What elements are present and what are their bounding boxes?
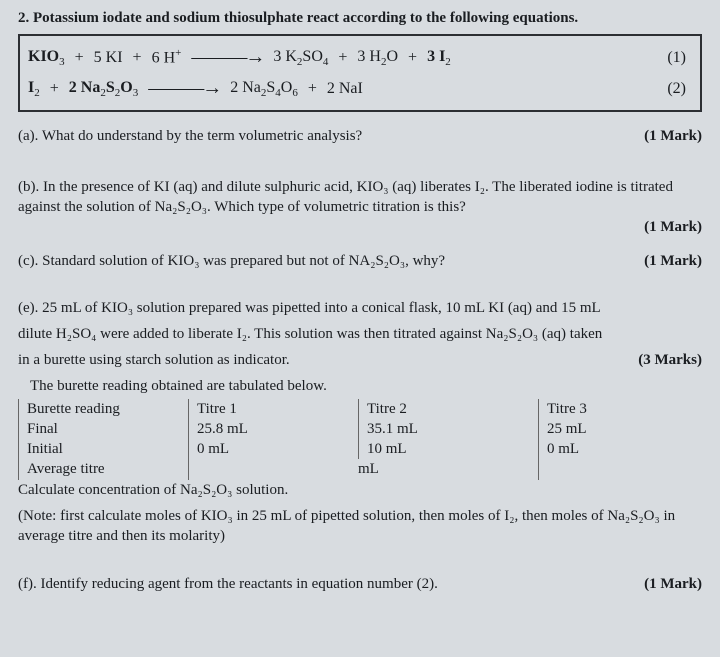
- marks-e: (3 Marks): [638, 350, 702, 370]
- equation-2: I2 + 2 Na2S2O3 ———→ 2 Na2S4O6 + 2 NaI (2…: [28, 75, 692, 102]
- equations-box: KIO3 + 5 KI + 6 H+ ———→ 3 K2SO4 + 3 H2O …: [18, 34, 702, 112]
- marks-a: (1 Mark): [644, 126, 702, 146]
- question-title: 2. Potassium iodate and sodium thiosulph…: [18, 8, 702, 28]
- calculation-note: (Note: first calculate moles of KIO₃ in …: [18, 506, 702, 547]
- marks-c: (1 Mark): [644, 251, 702, 271]
- table-row: Final 25.8 mL 35.1 mL 25 mL: [18, 419, 702, 439]
- table-row: Burette reading Titre 1 Titre 2 Titre 3: [18, 399, 702, 419]
- calculation-request: Calculate concentration of Na₂S₂O₃ solut…: [18, 480, 702, 500]
- part-c: (c). Standard solution of KIO₃ was prepa…: [18, 251, 702, 271]
- part-f: (f). Identify reducing agent from the re…: [18, 574, 702, 594]
- equation-1: KIO3 + 5 KI + 6 H+ ———→ 3 K2SO4 + 3 H2O …: [28, 44, 692, 71]
- part-a: (a). What do understand by the term volu…: [18, 126, 702, 146]
- part-e: (e). 25 mL of KIO₃ solution prepared was…: [18, 298, 702, 371]
- table-row: Initial 0 mL 10 mL 0 mL: [18, 439, 702, 459]
- marks-f: (1 Mark): [644, 574, 702, 594]
- titration-table: The burette reading obtained are tabulat…: [18, 376, 702, 479]
- marks-b: (1 Mark): [644, 217, 702, 237]
- table-row: Average titre mL: [18, 459, 702, 479]
- part-b: (b). In the presence of KI (aq) and dilu…: [18, 177, 702, 238]
